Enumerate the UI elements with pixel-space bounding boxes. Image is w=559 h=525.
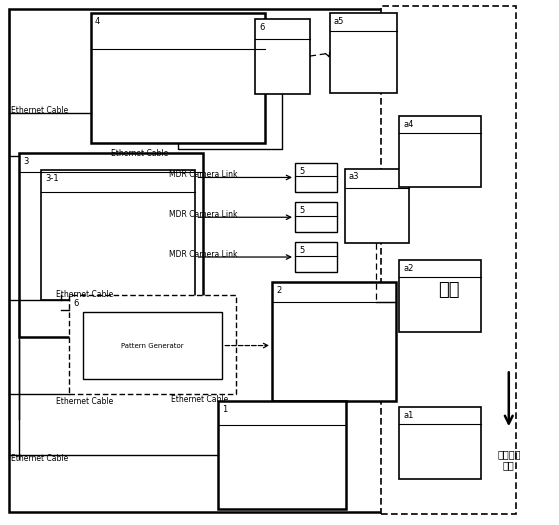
Bar <box>83 312 222 380</box>
Text: a4: a4 <box>404 120 414 129</box>
Bar <box>10 9 413 512</box>
Bar <box>219 401 345 509</box>
Text: 1: 1 <box>222 405 228 414</box>
Bar <box>295 163 337 192</box>
Bar <box>399 116 481 187</box>
Bar <box>330 13 397 93</box>
Text: Ethernet Cable: Ethernet Cable <box>56 397 113 406</box>
Text: 2: 2 <box>276 286 281 295</box>
Bar <box>41 171 196 300</box>
Bar <box>345 169 409 243</box>
Text: a5: a5 <box>334 17 344 26</box>
Text: Ethernet Cable: Ethernet Cable <box>170 395 228 404</box>
Text: Ethernet Cable: Ethernet Cable <box>11 454 69 463</box>
Text: 3-1: 3-1 <box>45 174 59 183</box>
Text: MDR Camera Link: MDR Camera Link <box>169 250 237 259</box>
Text: Ethernet Cable: Ethernet Cable <box>11 106 69 115</box>
Bar <box>272 282 396 401</box>
Text: MDR Camera Link: MDR Camera Link <box>169 171 237 180</box>
Bar <box>255 19 310 94</box>
Bar <box>399 260 481 332</box>
Text: MDR Camera Link: MDR Camera Link <box>169 211 237 219</box>
Text: 4: 4 <box>95 17 100 26</box>
Text: Ethernet Cable: Ethernet Cable <box>56 290 113 299</box>
Text: a1: a1 <box>404 411 414 420</box>
Text: 5: 5 <box>299 206 304 215</box>
Text: 6: 6 <box>73 299 78 308</box>
Text: 5: 5 <box>299 246 304 255</box>
Text: Pattern Generator: Pattern Generator <box>121 342 184 349</box>
Bar <box>295 202 337 232</box>
Bar <box>399 407 481 479</box>
Bar <box>295 242 337 272</box>
Text: Ethernet Cable: Ethernet Cable <box>111 149 168 158</box>
Bar <box>91 13 265 143</box>
Text: 料片进站
方向: 料片进站 方向 <box>497 449 520 470</box>
Text: 5: 5 <box>299 166 304 175</box>
Bar <box>20 153 203 337</box>
Text: 线体: 线体 <box>438 281 460 299</box>
Bar <box>69 295 236 394</box>
Text: a3: a3 <box>349 173 359 182</box>
Text: 3: 3 <box>23 156 29 165</box>
Text: a2: a2 <box>404 264 414 273</box>
Text: 6: 6 <box>259 23 264 32</box>
Bar <box>381 6 516 513</box>
